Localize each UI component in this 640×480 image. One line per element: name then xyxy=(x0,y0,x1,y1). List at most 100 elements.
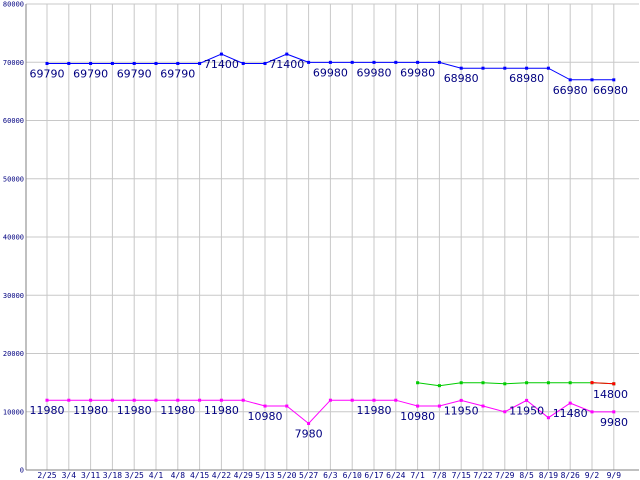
x-tick-label: 2/25 xyxy=(37,471,56,480)
data-point xyxy=(328,398,332,402)
data-label: 11980 xyxy=(73,404,108,417)
x-tick-label: 6/10 xyxy=(343,471,362,480)
x-tick-label: 4/15 xyxy=(190,471,209,480)
data-point xyxy=(263,404,267,408)
data-point xyxy=(45,61,49,65)
data-point xyxy=(132,61,136,65)
data-point xyxy=(89,398,93,402)
data-point xyxy=(45,398,49,402)
data-labels: 69790 69790 69790 69790 71400 71400 69980 69980… xyxy=(30,58,629,440)
data-point xyxy=(590,410,594,414)
data-label: 66980 xyxy=(593,84,628,97)
x-tick-label: 6/17 xyxy=(364,471,383,480)
y-tick-label: 80000 xyxy=(3,1,24,9)
x-tick-label: 7/1 xyxy=(410,471,425,480)
x-tick-label: 8/19 xyxy=(539,471,558,480)
data-point xyxy=(525,66,529,70)
data-point xyxy=(198,61,202,65)
data-label: 11980 xyxy=(117,404,152,417)
data-label: 69980 xyxy=(357,66,392,79)
y-tick-label: 50000 xyxy=(3,175,24,183)
data-point xyxy=(89,61,93,65)
y-axis-ticks: 0 10000 20000 30000 40000 50000 60000 70000 8000… xyxy=(3,1,24,475)
data-label: 68980 xyxy=(509,72,544,85)
data-point xyxy=(459,66,463,70)
data-point xyxy=(67,398,71,402)
x-tick-label: 3/4 xyxy=(62,471,77,480)
x-tick-label: 6/24 xyxy=(386,471,405,480)
data-label: 68980 xyxy=(444,72,479,85)
data-label: 11480 xyxy=(553,407,588,420)
x-tick-label: 7/8 xyxy=(432,471,447,480)
y-tick-label: 60000 xyxy=(3,117,24,125)
x-tick-label: 7/15 xyxy=(452,471,471,480)
data-point xyxy=(176,61,180,65)
data-point xyxy=(459,398,463,402)
data-point xyxy=(459,381,463,385)
data-point xyxy=(132,398,136,402)
data-label: 11980 xyxy=(204,404,239,417)
data-point xyxy=(568,401,572,405)
y-tick-label: 70000 xyxy=(3,59,24,67)
series-line xyxy=(417,382,614,387)
data-point xyxy=(394,398,398,402)
data-point xyxy=(285,52,289,56)
x-tick-label: 3/18 xyxy=(103,471,122,480)
data-point xyxy=(198,398,202,402)
data-label: 69980 xyxy=(400,66,435,79)
y-tick-label: 10000 xyxy=(3,408,24,416)
data-point xyxy=(307,422,311,426)
data-point xyxy=(437,404,441,408)
data-point xyxy=(110,61,114,65)
data-point xyxy=(590,78,594,82)
data-point xyxy=(328,60,332,64)
chart-grid xyxy=(26,3,639,471)
x-tick-label: 3/25 xyxy=(125,471,144,480)
data-point xyxy=(350,60,354,64)
data-point xyxy=(372,398,376,402)
data-point xyxy=(525,398,529,402)
x-tick-label: 8/5 xyxy=(519,471,534,480)
data-point xyxy=(612,410,616,414)
data-point xyxy=(590,381,594,385)
data-label: 11980 xyxy=(30,404,65,417)
data-point xyxy=(612,78,616,82)
data-point xyxy=(503,382,507,386)
y-tick-label: 30000 xyxy=(3,292,24,300)
data-point xyxy=(546,416,550,420)
y-tick-label: 40000 xyxy=(3,234,24,242)
data-point xyxy=(154,61,158,65)
data-point xyxy=(241,398,245,402)
x-axis-ticks: 2/25 3/4 3/11 3/18 3/25 4/1 4/8 4/15 4/22 4/29 5/1… xyxy=(37,471,621,480)
data-point xyxy=(176,398,180,402)
data-label: 66980 xyxy=(553,84,588,97)
data-label: 7980 xyxy=(295,428,323,441)
data-label: 10980 xyxy=(248,410,283,423)
data-label: 14800 xyxy=(593,388,628,401)
x-tick-label: 4/8 xyxy=(171,471,186,480)
data-point xyxy=(416,381,420,385)
data-label: 9980 xyxy=(600,416,628,429)
x-tick-label: 7/22 xyxy=(473,471,492,480)
data-point xyxy=(241,61,245,65)
data-point xyxy=(481,404,485,408)
data-label: 11950 xyxy=(509,404,544,417)
data-label: 69980 xyxy=(313,66,348,79)
data-label: 71400 xyxy=(204,58,239,71)
data-point xyxy=(437,384,441,388)
data-point xyxy=(350,398,354,402)
data-point xyxy=(546,381,550,385)
data-point xyxy=(481,66,485,70)
data-label: 69790 xyxy=(160,67,195,80)
data-point xyxy=(612,382,616,386)
data-label: 11980 xyxy=(160,404,195,417)
x-tick-label: 4/1 xyxy=(149,471,164,480)
data-point xyxy=(307,60,311,64)
series-lines xyxy=(45,52,616,426)
x-tick-label: 3/11 xyxy=(81,471,100,480)
data-point xyxy=(568,381,572,385)
x-tick-label: 4/22 xyxy=(212,471,231,480)
data-label: 11980 xyxy=(357,404,392,417)
x-tick-label: 7/29 xyxy=(495,471,514,480)
